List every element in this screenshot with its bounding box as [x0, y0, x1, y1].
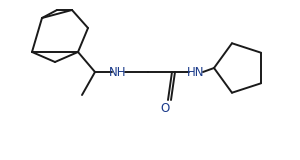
Text: O: O — [160, 101, 169, 115]
Text: NH: NH — [109, 65, 127, 79]
Text: HN: HN — [187, 65, 205, 79]
